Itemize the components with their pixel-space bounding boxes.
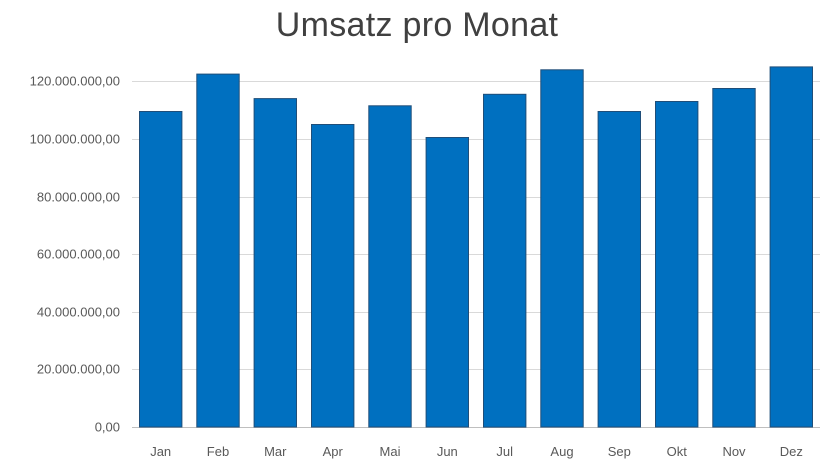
bar-mar (253, 98, 298, 428)
x-tick-label: Feb (207, 444, 229, 459)
bar-aug (540, 69, 584, 428)
x-tick-label: Apr (323, 444, 344, 459)
y-tick-label: 120.000.000,00 (30, 74, 120, 89)
bars (139, 66, 813, 428)
x-tick-label: Jul (496, 444, 513, 459)
x-tick-label: Sep (608, 444, 631, 459)
bar-sep (597, 111, 641, 428)
x-tick-label: Mai (380, 444, 401, 459)
y-tick-label: 20.000.000,00 (37, 362, 120, 377)
chart-title: Umsatz pro Monat (275, 6, 559, 44)
y-tick-label: 80.000.000,00 (37, 190, 120, 205)
y-tick-label: 100.000.000,00 (30, 132, 120, 147)
bar-okt (655, 101, 699, 428)
bar-feb (196, 73, 240, 428)
y-axis-tick-labels: 0,00 20.000.000,00 40.000.000,00 60.000.000… (30, 74, 120, 435)
y-tick-label: 0,00 (95, 420, 120, 435)
x-tick-label: Dez (780, 444, 803, 459)
x-tick-label: Okt (667, 444, 688, 459)
x-tick-label: Aug (550, 444, 573, 459)
x-tick-label: Mar (264, 444, 287, 459)
y-tick-label: 60.000.000,00 (37, 247, 120, 262)
bar-mai (368, 105, 412, 428)
x-tick-label: Nov (722, 444, 746, 459)
gridlines (132, 81, 820, 428)
bar-nov (712, 88, 756, 428)
x-tick-label: Jun (437, 444, 458, 459)
bar-jun (425, 137, 470, 428)
y-tick-label: 40.000.000,00 (37, 305, 120, 320)
bar-dez (769, 66, 813, 428)
x-axis-tick-labels: Jan Feb Mar Apr Mai Jun Jul Aug Sep Okt Nov Dez (150, 444, 803, 459)
bar-jan (139, 111, 183, 428)
bar-apr (311, 124, 355, 428)
x-tick-label: Jan (150, 444, 171, 459)
bar-jul (483, 93, 527, 428)
